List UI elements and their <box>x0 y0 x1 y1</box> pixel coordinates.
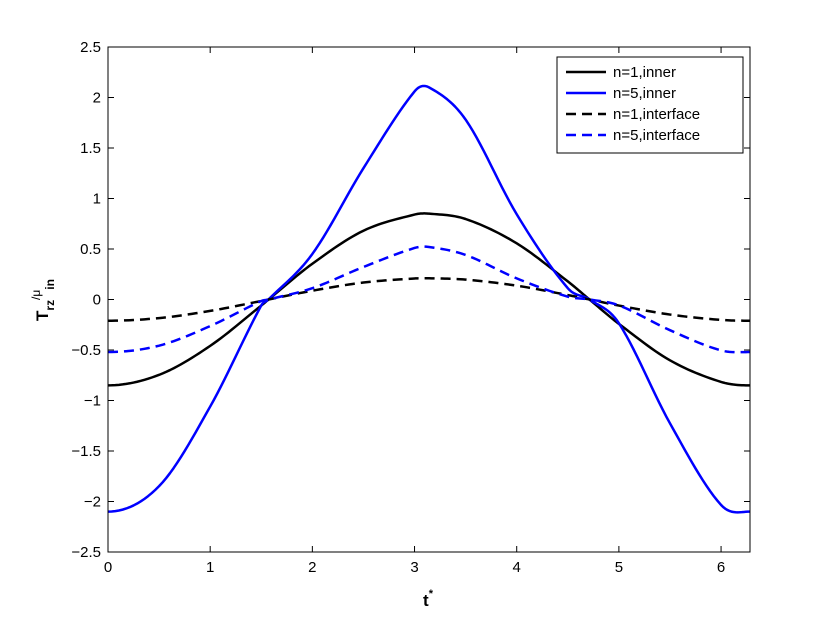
y-axis-label-sub: rz <box>43 300 57 311</box>
y-tick-label: 0 <box>93 292 101 309</box>
x-tick-label: 5 <box>615 559 623 576</box>
y-tick-label: −2.5 <box>71 544 101 561</box>
y-tick-label: −1.5 <box>71 443 101 460</box>
y-tick-label: 1 <box>93 191 101 208</box>
x-axis-label-sup: * <box>429 588 434 600</box>
legend-label-3: n=5,interface <box>613 127 700 144</box>
x-tick-label: 6 <box>717 559 725 576</box>
x-tick-label: 2 <box>308 559 316 576</box>
y-axis-label-base: T <box>33 310 52 321</box>
y-tick-label: 0.5 <box>80 241 101 258</box>
x-tick-label: 1 <box>206 559 214 576</box>
x-tick-label: 3 <box>410 559 418 576</box>
x-tick-label: 0 <box>104 559 112 576</box>
y-tick-label: 2.5 <box>80 39 101 56</box>
series-line-3 <box>107 245 751 354</box>
y-axis-label-sub2: in <box>43 279 57 290</box>
x-axis-label: t* <box>423 588 434 610</box>
series-line-2 <box>107 276 750 322</box>
y-tick-label: 2 <box>93 90 101 107</box>
x-axis-label-base: t <box>423 591 429 610</box>
series-line-0 <box>107 212 751 387</box>
y-tick-label: −0.5 <box>71 342 101 359</box>
y-tick-label: −1 <box>84 393 101 410</box>
y-axis-label: Trz/μin <box>29 279 57 321</box>
legend: n=1,inner n=5,inner n=1,interface n=5,inter… <box>556 56 744 154</box>
x-tick-label: 4 <box>513 559 521 576</box>
series-line-1 <box>107 84 751 514</box>
y-axis-label-rest: /μ <box>29 290 43 300</box>
legend-label-0: n=1,inner <box>613 64 676 81</box>
series-layer <box>107 84 751 514</box>
axes-layer: 0 1 2 3 4 5 6 −2.5 −2 −1.5 −1 −0.5 0 0.5 1 1.5 2 2.5 <box>71 39 751 576</box>
y-tick-label: 1.5 <box>80 140 101 157</box>
legend-label-2: n=1,interface <box>613 106 700 123</box>
y-tick-label: −2 <box>84 494 101 511</box>
legend-label-1: n=5,inner <box>613 85 676 102</box>
